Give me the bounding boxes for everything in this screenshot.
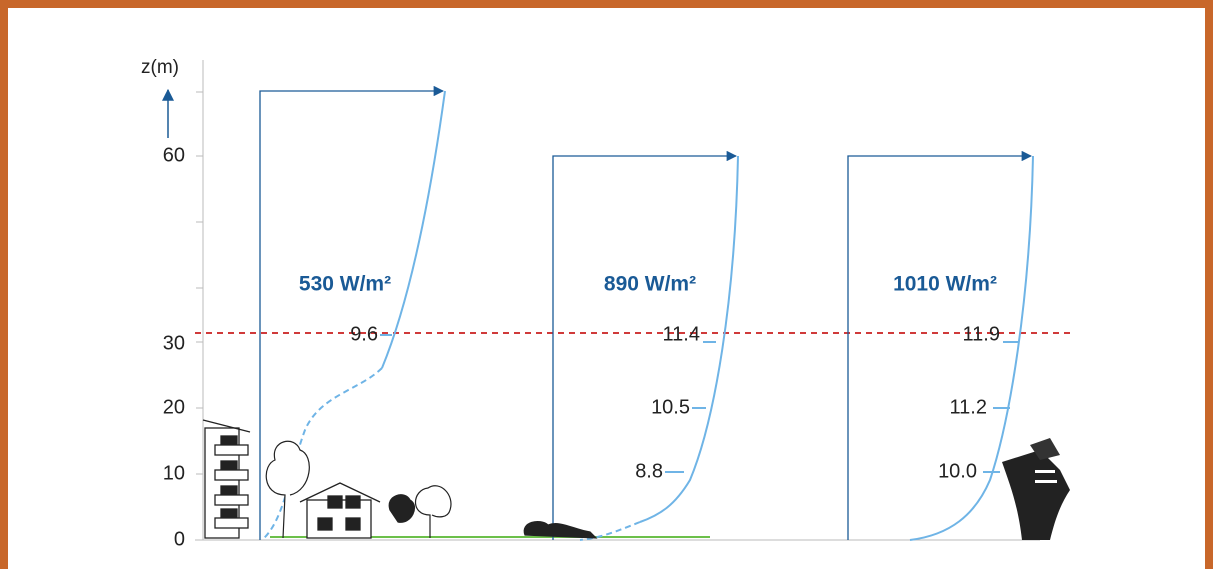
profile: 1010 W/m² 11.9 11.2 10.0 (847, 150, 1034, 541)
speed-label: 8.8 (635, 460, 663, 482)
tick-label: 60 (163, 144, 185, 166)
power-label: 530 W/m² (299, 273, 391, 296)
tick-label: 30 (163, 332, 185, 354)
power-label: 890 W/m² (604, 273, 696, 296)
speed-label: 10.5 (651, 396, 690, 418)
trees (388, 485, 598, 539)
power-label: 1010 W/m² (893, 273, 997, 296)
speed-label: 10.0 (938, 460, 977, 482)
tick-label: 10 (163, 462, 185, 484)
tick-label: 20 (163, 396, 185, 418)
tree (265, 440, 310, 539)
house (299, 482, 381, 539)
speed-label: 9.6 (350, 323, 378, 345)
axis-label: z(m) (141, 57, 179, 78)
apartment-building (202, 419, 251, 539)
profile: 890 W/m² 11.4 10.5 8.8 (552, 150, 739, 541)
ship (1002, 438, 1070, 540)
axis: z(m) 0 10 20 30 60 (141, 57, 1040, 550)
tick-label: 0 (174, 528, 185, 550)
speed-label: 11.9 (963, 323, 1000, 345)
speed-label: 11.4 (663, 323, 700, 345)
profile: 530 W/m² 9.6 (259, 85, 446, 541)
speed-label: 11.2 (950, 396, 987, 418)
